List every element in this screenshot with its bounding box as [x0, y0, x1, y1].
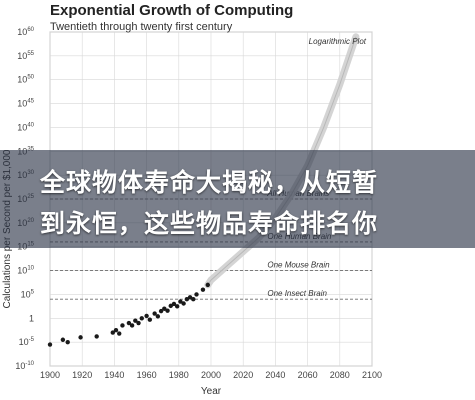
data-point: [158, 308, 164, 314]
data-point: [171, 301, 177, 307]
data-point: [165, 308, 170, 313]
y-tick-label: 1040: [17, 122, 34, 132]
headline-banner: [0, 150, 475, 248]
data-point: [136, 320, 141, 326]
annotation-label: One Mouse Brain: [267, 261, 330, 270]
annotation-label: One Insect Brain: [267, 289, 327, 298]
x-tick-label: 1900: [40, 370, 60, 380]
data-point: [168, 303, 173, 309]
data-point: [174, 304, 180, 309]
data-point: [60, 337, 66, 342]
data-point: [113, 328, 119, 333]
x-tick-label: 1940: [104, 370, 124, 380]
plot-label: Logarithmic Plot: [309, 37, 367, 46]
data-point: [65, 339, 70, 345]
data-point: [147, 317, 153, 322]
y-tick-label: 1: [29, 313, 34, 323]
data-point: [78, 335, 83, 340]
x-tick-label: 1920: [72, 370, 92, 380]
data-point: [155, 314, 161, 319]
y-tick-label: 1055: [17, 51, 34, 61]
data-point: [187, 295, 193, 300]
y-tick-label: 10-10: [15, 361, 34, 371]
x-tick-label: 2040: [265, 370, 285, 380]
data-point: [162, 306, 167, 311]
data-point: [94, 334, 99, 339]
data-point: [152, 311, 157, 316]
data-point: [110, 330, 115, 335]
data-point: [205, 282, 210, 288]
data-point: [184, 297, 190, 302]
y-tick-label: 1045: [17, 99, 34, 109]
data-point: [144, 313, 149, 319]
x-axis-title: Year: [201, 386, 222, 397]
y-tick-label: 1010: [17, 266, 34, 276]
data-point: [139, 316, 144, 321]
y-tick-label: 1050: [17, 75, 34, 85]
data-point: [129, 323, 135, 328]
headline-line-2: 到永恒，这些物品寿命排名你: [40, 209, 379, 238]
x-tick-label: 2000: [201, 370, 221, 380]
data-point: [191, 297, 196, 302]
data-point: [178, 299, 183, 304]
x-tick-label: 2100: [362, 370, 382, 380]
data-point: [194, 292, 199, 297]
headline-line-1: 全球物体寿命大揭秘，从短暂: [40, 168, 379, 197]
y-tick-label: 10-5: [19, 337, 35, 347]
x-tick-label: 1960: [137, 370, 157, 380]
data-point: [200, 287, 206, 292]
data-point: [117, 331, 122, 336]
x-tick-label: 2060: [298, 370, 318, 380]
chart-title: Exponential Growth of Computing: [50, 2, 294, 19]
x-tick-label: 2080: [330, 370, 350, 380]
y-tick-label: 105: [21, 289, 35, 299]
data-point: [47, 342, 53, 347]
data-point: [126, 320, 132, 326]
chart-subtitle: Twentieth through twenty first century: [50, 21, 233, 33]
data-point: [120, 323, 125, 328]
x-tick-label: 1980: [169, 370, 189, 380]
data-point: [181, 301, 186, 306]
y-tick-label: 1060: [17, 27, 34, 37]
x-tick-label: 2020: [233, 370, 253, 380]
data-point: [133, 318, 138, 323]
